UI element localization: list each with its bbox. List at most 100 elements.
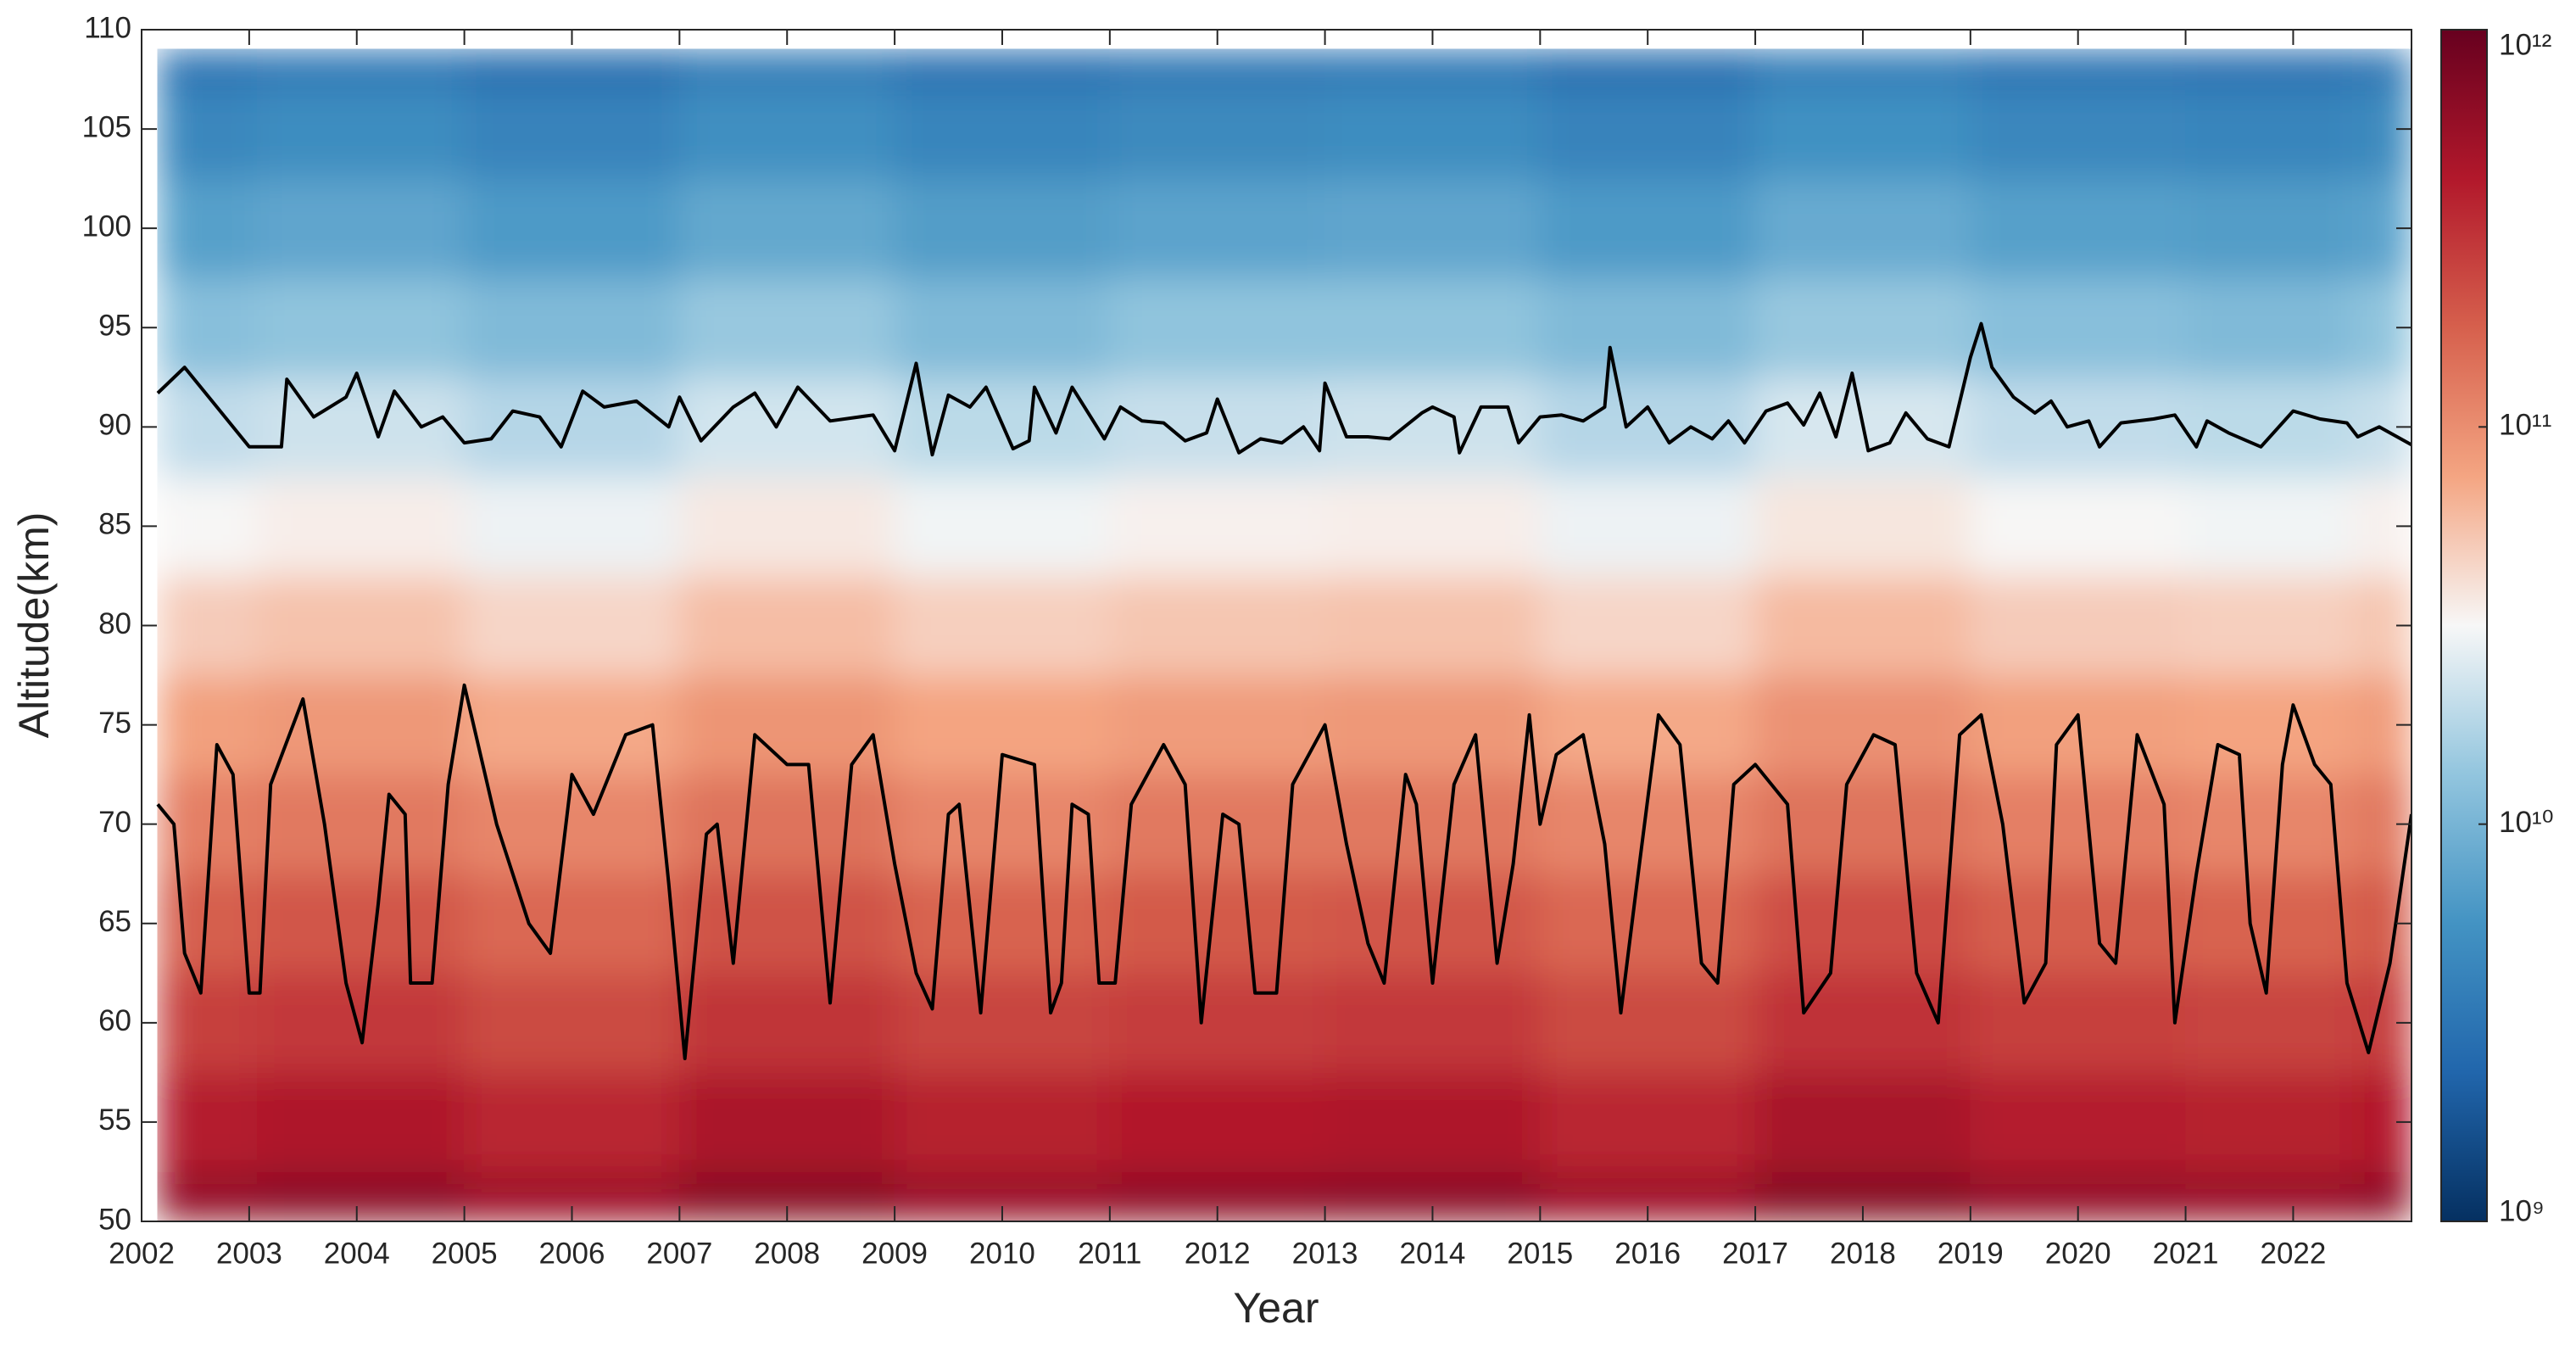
heat-cell bbox=[1754, 873, 1971, 974]
heat-cell bbox=[464, 48, 680, 90]
heat-cell bbox=[1539, 48, 1756, 90]
heat-cell bbox=[256, 1071, 466, 1172]
contour-line bbox=[156, 321, 2412, 457]
axes: 2002 2003 2004 2005 2006 2007 2008 2009 2010 2011… bbox=[82, 11, 2554, 1270]
heat-cell bbox=[678, 674, 895, 775]
heat-cell bbox=[2351, 88, 2412, 180]
x-tick-label: 2018 bbox=[1830, 1237, 1896, 1270]
heat-cell bbox=[256, 873, 466, 974]
x-tick-label: 2005 bbox=[432, 1237, 498, 1270]
heat-cell bbox=[464, 674, 680, 775]
heat-cell bbox=[1970, 277, 2187, 378]
heat-cell bbox=[1970, 972, 2187, 1073]
heat-cell bbox=[464, 178, 680, 279]
heat-cell bbox=[1970, 48, 2187, 90]
heat-cell bbox=[1754, 476, 1971, 577]
heat-cell bbox=[2185, 476, 2353, 577]
heat-cell bbox=[1109, 377, 1326, 478]
heat-cell bbox=[1324, 48, 1541, 90]
heat-cell bbox=[2185, 48, 2353, 90]
x-tick-label: 2006 bbox=[539, 1237, 605, 1270]
heat-cell bbox=[157, 88, 258, 180]
heat-cell bbox=[256, 972, 466, 1073]
x-tick-label: 2017 bbox=[1722, 1237, 1788, 1270]
heat-cell bbox=[1754, 674, 1971, 775]
heat-cell bbox=[1539, 1071, 1756, 1172]
heat-cell bbox=[1754, 774, 1971, 874]
y-tick-label: 85 bbox=[98, 508, 131, 541]
heat-cell bbox=[1324, 88, 1541, 180]
heat-cell bbox=[2351, 1170, 2412, 1221]
heat-cell bbox=[1754, 972, 1971, 1073]
y-tick-label: 50 bbox=[98, 1203, 131, 1236]
y-tick-label: 80 bbox=[98, 607, 131, 640]
heat-cell bbox=[157, 476, 258, 577]
heat-cell bbox=[256, 178, 466, 279]
heat-cell bbox=[1754, 88, 1971, 180]
heat-cell bbox=[256, 1170, 466, 1221]
heat-cell bbox=[678, 48, 895, 90]
colorbar-tick-label: 10¹¹ bbox=[2499, 409, 2551, 442]
heat-cell bbox=[1324, 575, 1541, 676]
heat-cell bbox=[1539, 88, 1756, 180]
heat-cell bbox=[2185, 674, 2353, 775]
heat-cell bbox=[678, 476, 895, 577]
x-tick-label: 2004 bbox=[324, 1237, 390, 1270]
heat-cell bbox=[464, 88, 680, 180]
y-tick-label: 65 bbox=[98, 905, 131, 938]
colorbar-tick-label: 10¹² bbox=[2499, 28, 2551, 61]
heat-cell bbox=[464, 575, 680, 676]
x-tick-label: 2022 bbox=[2261, 1237, 2327, 1270]
x-tick-label: 2002 bbox=[109, 1237, 175, 1270]
heat-cell bbox=[894, 1071, 1111, 1172]
heatmap bbox=[157, 48, 2412, 1221]
y-tick-label: 90 bbox=[98, 409, 131, 442]
heat-cell bbox=[2185, 88, 2353, 180]
heat-cell bbox=[894, 48, 1111, 90]
y-tick-label: 110 bbox=[84, 11, 131, 44]
heat-cell bbox=[256, 48, 466, 90]
heat-cell bbox=[2351, 48, 2412, 90]
heat-cell bbox=[1539, 972, 1756, 1073]
heat-cell bbox=[1539, 575, 1756, 676]
heat-cell bbox=[894, 972, 1111, 1073]
y-tick-label: 75 bbox=[98, 707, 131, 740]
heat-cell bbox=[1109, 88, 1326, 180]
heat-cell bbox=[678, 972, 895, 1073]
heat-cell bbox=[678, 1071, 895, 1172]
heat-cell bbox=[157, 1071, 258, 1172]
heat-cell bbox=[2185, 277, 2353, 378]
heat-cell bbox=[894, 774, 1111, 874]
heat-cell bbox=[678, 88, 895, 180]
y-axis-title: Altitude(km) bbox=[10, 512, 58, 739]
heat-cell bbox=[157, 1170, 258, 1221]
y-tick-label: 95 bbox=[98, 310, 131, 343]
heat-cell bbox=[1539, 277, 1756, 378]
heat-cell bbox=[678, 873, 895, 974]
x-tick-label: 2003 bbox=[216, 1237, 282, 1270]
heat-cell bbox=[464, 277, 680, 378]
heat-cell bbox=[1324, 178, 1541, 279]
heat-cell bbox=[464, 972, 680, 1073]
heat-cell bbox=[464, 377, 680, 478]
x-tick-label: 2015 bbox=[1507, 1237, 1573, 1270]
heat-cell bbox=[1970, 575, 2187, 676]
x-tick-label: 2010 bbox=[969, 1237, 1035, 1270]
heat-cell bbox=[256, 377, 466, 478]
heat-cell bbox=[1109, 48, 1326, 90]
y-tick-label: 100 bbox=[82, 210, 131, 243]
heat-cell bbox=[157, 377, 258, 478]
heat-cell bbox=[1109, 972, 1326, 1073]
y-tick-label: 55 bbox=[98, 1103, 131, 1137]
heat-cell bbox=[256, 674, 466, 775]
heat-cell bbox=[678, 774, 895, 874]
heat-cell bbox=[2185, 377, 2353, 478]
heat-cell bbox=[1109, 575, 1326, 676]
heat-cell bbox=[1324, 674, 1541, 775]
heat-cell bbox=[1754, 1071, 1971, 1172]
x-axis-title: Year bbox=[1233, 1284, 1319, 1332]
heat-cell bbox=[464, 774, 680, 874]
x-tick-label: 2008 bbox=[754, 1237, 820, 1270]
heat-cell bbox=[1539, 178, 1756, 279]
heat-cell bbox=[157, 674, 258, 775]
